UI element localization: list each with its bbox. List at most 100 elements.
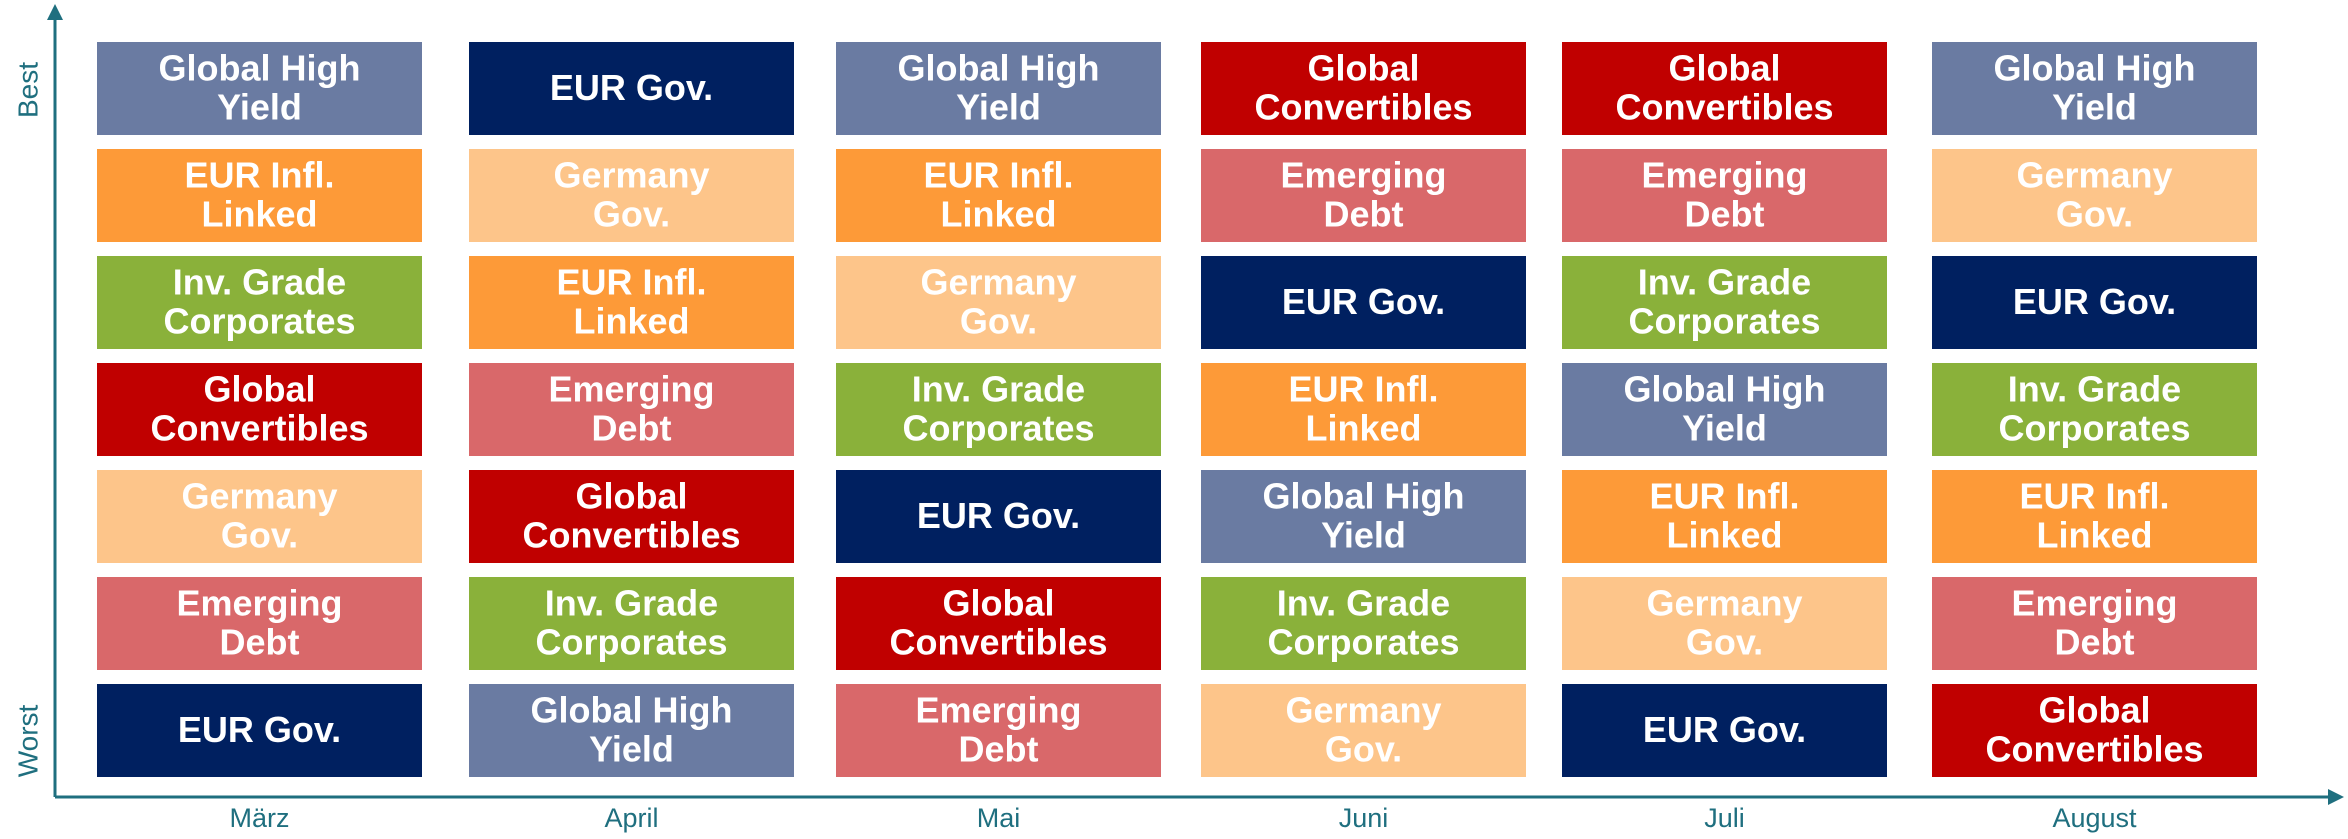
asset-label: EUR Infl.	[1289, 369, 1439, 410]
asset-box	[836, 256, 1161, 349]
asset-label: Global	[575, 476, 687, 517]
asset-label: Yield	[2052, 87, 2137, 128]
asset-label: Germany	[2016, 155, 2172, 196]
asset-box	[97, 149, 422, 242]
asset-label: Gov.	[1686, 622, 1763, 663]
asset-label: Convertibles	[522, 515, 740, 556]
asset-label: Corporates	[163, 301, 355, 342]
asset-box	[97, 256, 422, 349]
asset-label: Gov.	[593, 194, 670, 235]
asset-label: Convertibles	[1254, 87, 1472, 128]
asset-label: Linked	[201, 194, 317, 235]
asset-label: EUR Gov.	[1643, 709, 1806, 750]
asset-box	[1562, 684, 1887, 777]
asset-label: Linked	[573, 301, 689, 342]
asset-label: Global High	[898, 48, 1100, 89]
asset-box	[1932, 42, 2257, 135]
asset-box	[1562, 42, 1887, 135]
asset-label: Convertibles	[150, 408, 368, 449]
worst-label: Worst	[12, 704, 43, 777]
month-label: Juli	[1704, 803, 1745, 833]
asset-label: Germany	[1646, 583, 1802, 624]
asset-label: Debt	[220, 622, 300, 663]
asset-box	[1201, 684, 1526, 777]
asset-label: Germany	[920, 262, 1076, 303]
x-axis-arrow	[2328, 789, 2344, 805]
asset-box	[836, 42, 1161, 135]
asset-label: Inv. Grade	[2008, 369, 2181, 410]
asset-box	[836, 470, 1161, 563]
asset-label: Yield	[217, 87, 302, 128]
asset-box	[1562, 149, 1887, 242]
asset-box	[469, 363, 794, 456]
asset-label: Corporates	[1628, 301, 1820, 342]
asset-label: Corporates	[902, 408, 1094, 449]
asset-box	[469, 149, 794, 242]
asset-box	[1932, 684, 2257, 777]
asset-label: Global	[1668, 48, 1780, 89]
asset-label: Inv. Grade	[173, 262, 346, 303]
asset-box	[1562, 470, 1887, 563]
asset-label: EUR Gov.	[1282, 281, 1445, 322]
asset-label: Global High	[531, 690, 733, 731]
asset-label: EUR Gov.	[2013, 281, 2176, 322]
asset-label: Convertibles	[889, 622, 1107, 663]
asset-box	[469, 577, 794, 670]
asset-label: Debt	[1685, 194, 1765, 235]
asset-label: Inv. Grade	[1638, 262, 1811, 303]
asset-box	[836, 149, 1161, 242]
asset-label: Yield	[1682, 408, 1767, 449]
asset-label: Corporates	[535, 622, 727, 663]
asset-label: Gov.	[2056, 194, 2133, 235]
asset-box	[1201, 470, 1526, 563]
asset-label: Debt	[592, 408, 672, 449]
asset-label: Emerging	[548, 369, 714, 410]
asset-label: Linked	[1305, 408, 1421, 449]
asset-box	[97, 363, 422, 456]
asset-box	[836, 363, 1161, 456]
month-label: April	[604, 803, 658, 833]
asset-label: EUR Gov.	[550, 67, 713, 108]
asset-label: Corporates	[1998, 408, 2190, 449]
asset-label: Debt	[959, 729, 1039, 770]
asset-box	[469, 256, 794, 349]
asset-box	[469, 42, 794, 135]
asset-label: Corporates	[1267, 622, 1459, 663]
asset-label: Inv. Grade	[912, 369, 1085, 410]
asset-box	[1932, 149, 2257, 242]
asset-box	[1562, 577, 1887, 670]
asset-label: Emerging	[2011, 583, 2177, 624]
asset-box	[1201, 149, 1526, 242]
asset-box	[97, 684, 422, 777]
asset-label: Global	[2038, 690, 2150, 731]
asset-label: EUR Infl.	[557, 262, 707, 303]
asset-label: Germany	[553, 155, 709, 196]
asset-label: Global	[942, 583, 1054, 624]
month-label: Juni	[1339, 803, 1389, 833]
asset-label: Debt	[2055, 622, 2135, 663]
asset-label: Convertibles	[1615, 87, 1833, 128]
best-label: Best	[12, 62, 43, 118]
asset-label: Inv. Grade	[545, 583, 718, 624]
asset-label: Gov.	[221, 515, 298, 556]
y-axis-arrow	[47, 4, 63, 20]
asset-label: Debt	[1324, 194, 1404, 235]
asset-box	[1201, 363, 1526, 456]
asset-label: Linked	[940, 194, 1056, 235]
asset-label: Global High	[1624, 369, 1826, 410]
asset-label: EUR Infl.	[185, 155, 335, 196]
asset-box	[97, 42, 422, 135]
asset-box	[836, 577, 1161, 670]
asset-label: Linked	[1666, 515, 1782, 556]
asset-label: Convertibles	[1985, 729, 2203, 770]
asset-label: EUR Gov.	[178, 709, 341, 750]
month-label: August	[2052, 803, 2137, 833]
asset-box	[469, 470, 794, 563]
asset-box	[1562, 256, 1887, 349]
asset-label: Yield	[1321, 515, 1406, 556]
asset-box	[1932, 256, 2257, 349]
asset-label: Global	[1307, 48, 1419, 89]
asset-box	[97, 577, 422, 670]
month-label: Mai	[977, 803, 1021, 833]
asset-box	[97, 470, 422, 563]
